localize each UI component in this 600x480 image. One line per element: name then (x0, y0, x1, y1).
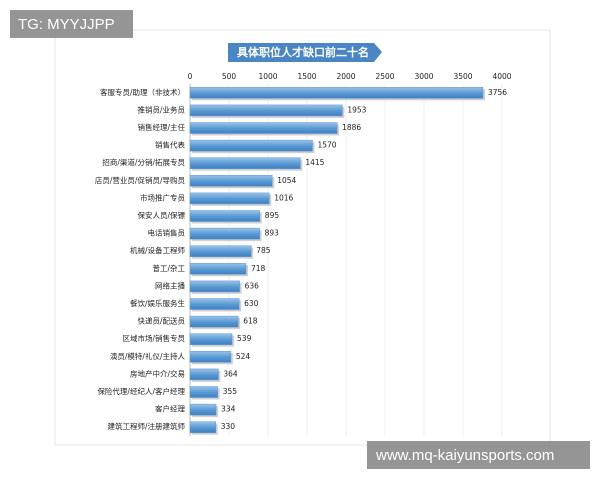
bar (189, 175, 273, 187)
x-tick-label: 4000 (492, 72, 511, 81)
value-label: 895 (265, 211, 280, 220)
value-label: 334 (221, 405, 236, 414)
bar (189, 333, 233, 345)
y-tick-label: 保险代理/经纪人/客户经理 (97, 386, 185, 396)
value-label: 893 (265, 229, 280, 238)
value-label: 1953 (347, 105, 366, 114)
value-label: 718 (251, 264, 266, 273)
bar (189, 87, 484, 99)
y-tick-label: 餐饮/娱乐服务生 (130, 298, 186, 308)
bar (189, 122, 338, 134)
bar (189, 245, 252, 257)
x-tick-label: 500 (222, 72, 237, 81)
value-label: 355 (223, 387, 238, 396)
value-label: 1415 (305, 158, 324, 167)
value-label: 618 (243, 317, 258, 326)
y-tick-label: 客服专员/助理（非技术） (100, 87, 185, 97)
y-tick-label: 销售经理/主任 (137, 122, 185, 132)
value-label: 630 (244, 299, 259, 308)
value-label: 364 (223, 369, 238, 378)
y-tick-label: 招商/渠道/分销/拓展专员 (102, 157, 185, 167)
watermark-box (10, 10, 133, 38)
y-tick-label: 推销员/业务员 (137, 104, 185, 114)
bar (189, 192, 270, 205)
x-tick-label: 2500 (375, 72, 394, 81)
y-tick-label: 市场推广专员 (140, 192, 185, 202)
x-tick-label: 2000 (336, 72, 355, 81)
bar (189, 139, 313, 152)
value-label: 1016 (274, 193, 293, 202)
y-tick-label: 销售代表 (155, 140, 185, 150)
y-tick-label: 建筑工程师/注册建筑师 (107, 421, 185, 431)
value-label: 524 (236, 352, 251, 361)
bar (189, 298, 240, 310)
y-tick-label: 快递员/配送员 (137, 316, 185, 326)
y-tick-label: 区域市场/销售专员 (122, 333, 185, 343)
value-label: 636 (245, 281, 260, 290)
x-tick-label: 0 (188, 72, 193, 81)
watermark: www.mq-kaiyunsports.com (375, 447, 554, 464)
value-label: 330 (221, 422, 236, 431)
bar (189, 263, 247, 275)
value-label: 1570 (317, 141, 336, 150)
value-label: 3756 (488, 88, 507, 97)
bar (189, 386, 218, 398)
y-tick-label: 网络主播 (155, 280, 185, 290)
x-tick-label: 3500 (453, 72, 472, 81)
chart-title: 具体职位人才缺口前二十名 (237, 45, 369, 59)
value-label: 785 (256, 246, 271, 255)
bar (189, 227, 260, 240)
bar (189, 210, 261, 222)
x-tick-label: 1000 (258, 72, 277, 81)
y-tick-label: 演员/模特/礼仪/主持人 (110, 351, 186, 361)
bar (189, 104, 343, 117)
value-label: 1886 (342, 123, 361, 132)
y-tick-label: 保安人员/保镖 (137, 210, 185, 220)
y-tick-label: 店员/营业员/促销员/导购员 (95, 175, 186, 185)
y-tick-label: 机械/设备工程师 (130, 245, 186, 255)
y-tick-label: 客户经理 (155, 404, 185, 414)
watermark: TG: MYYJJPP (18, 16, 115, 33)
watermark-box (367, 441, 590, 469)
bar (189, 315, 239, 328)
x-tick-label: 1500 (297, 72, 316, 81)
y-tick-label: 电话销售员 (148, 228, 186, 238)
bar (189, 368, 219, 381)
y-tick-label: 房地产中介/交易 (130, 368, 185, 378)
bar (189, 403, 217, 416)
bar (189, 280, 240, 293)
title-banner (228, 43, 382, 62)
value-label: 1054 (277, 176, 296, 185)
bar (189, 351, 232, 363)
value-label: 539 (237, 334, 252, 343)
bar (189, 157, 301, 169)
x-tick-label: 3000 (414, 72, 433, 81)
bar (189, 421, 216, 433)
y-tick-label: 普工/杂工 (152, 263, 185, 273)
